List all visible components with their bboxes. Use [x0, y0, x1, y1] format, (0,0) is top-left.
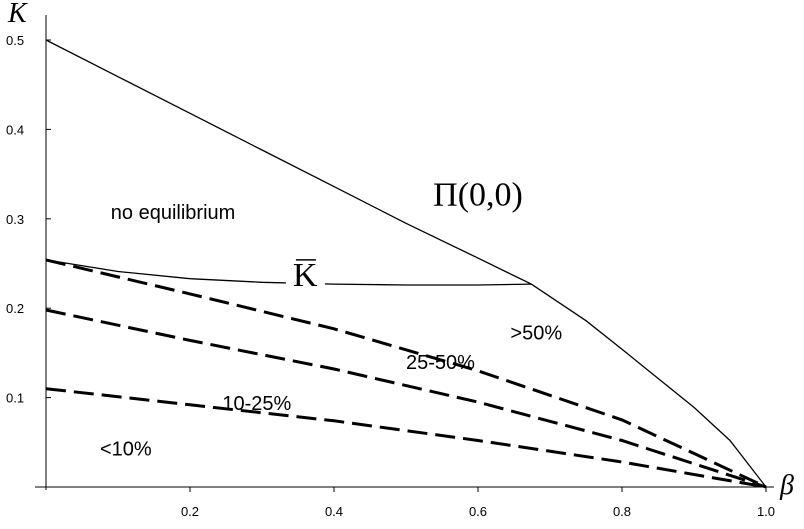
y-tick-label-0: 0.1	[6, 391, 24, 406]
region-label-0: no equilibrium	[111, 202, 236, 224]
y-tick-label-2: 0.3	[6, 212, 24, 227]
y-tick-label-4: 0.5	[6, 33, 24, 48]
series-line-3	[45, 308, 767, 489]
x-axis-label: β	[779, 470, 794, 501]
label-group: Π(0,0) Kno equilibrium >50% 25-50% 10-25% <10…	[100, 174, 562, 461]
series-line-2	[45, 258, 767, 489]
x-tick-label-0: 0.2	[181, 504, 199, 519]
series-label-bg-0	[426, 174, 530, 216]
region-label-4: <10%	[100, 439, 152, 461]
series-line-0	[45, 39, 767, 488]
x-tick-label-1: 0.4	[325, 504, 343, 519]
x-tick-label-4: 1.0	[757, 504, 775, 519]
axes	[35, 15, 774, 490]
y-tick-label-1: 0.2	[6, 301, 24, 316]
series-line-4	[45, 387, 767, 489]
region-label-2: 25-50%	[406, 352, 475, 374]
series-label-bg-1	[285, 254, 325, 296]
y-axis-label: K	[7, 0, 28, 29]
series-label-1: K	[293, 257, 318, 294]
tick-group: 0.2 0.4 0.6 0.8 1.0 0.1 0.2 0.3 0.4 0.5	[6, 33, 775, 519]
region-label-3: 10-25%	[222, 393, 291, 415]
x-tick-label-3: 0.8	[613, 504, 631, 519]
curve-group	[45, 39, 767, 489]
region-label-1: >50%	[510, 322, 562, 344]
series-label-0: Π(0,0)	[433, 176, 523, 213]
y-tick-label-3: 0.4	[6, 122, 24, 137]
x-tick-label-2: 0.6	[469, 504, 487, 519]
